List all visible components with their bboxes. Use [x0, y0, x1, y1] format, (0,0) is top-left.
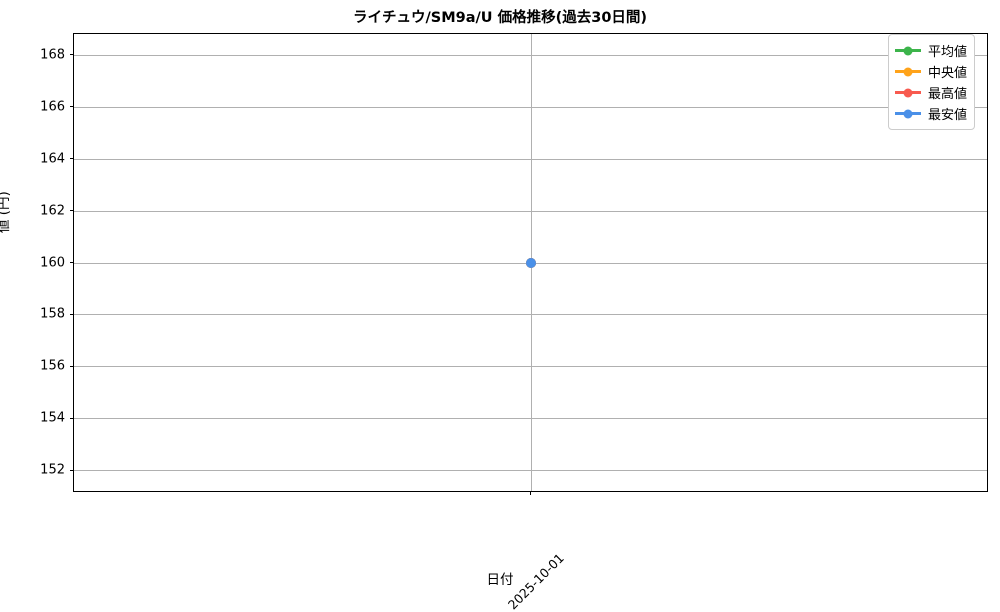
legend-item[interactable]: 平均値 [895, 40, 967, 61]
legend-item[interactable]: 最高値 [895, 82, 967, 103]
legend-item[interactable]: 最安値 [895, 103, 967, 124]
x-axis-label: 日付 [486, 572, 514, 588]
legend-marker-icon [895, 87, 921, 99]
y-tick-label: 152 [40, 462, 65, 478]
y-tick-label: 154 [40, 410, 65, 426]
y-tick-mark [70, 469, 74, 471]
y-tick-label: 166 [40, 99, 65, 115]
x-tick-mark [529, 491, 532, 495]
legend-item-label: 中央値 [928, 66, 968, 81]
y-tick-mark [70, 209, 74, 212]
legend-item-label: 最安値 [928, 108, 968, 123]
legend-marker-icon [895, 66, 921, 78]
y-tick-label: 158 [40, 306, 65, 322]
legend-marker-icon [895, 108, 921, 120]
y-tick-label: 156 [40, 358, 65, 374]
legend-item-label: 最高値 [928, 87, 968, 102]
plot-area: 152 154 156 158 160 162 164 166 168 2025-10-01 [40, 33, 988, 612]
y-tick-label: 160 [40, 255, 65, 270]
y-tick-mark [70, 365, 74, 367]
y-tick-mark [70, 54, 74, 56]
y-axis-label: 値 (円) [0, 191, 12, 233]
data-point-marker [525, 257, 536, 268]
y-tick-mark [70, 417, 74, 419]
chart-title: ライチュウ/SM9a/U 価格推移(過去30日間) [352, 10, 648, 26]
legend-item-label: 平均値 [928, 45, 968, 60]
chart-legend: 平均値中央値最高値最安値 [888, 34, 976, 130]
y-tick-mark [70, 261, 74, 264]
y-tick-label: 168 [40, 47, 65, 63]
legend-item[interactable]: 中央値 [895, 61, 967, 82]
y-tick-label: 164 [40, 151, 65, 167]
y-tick-label: 162 [40, 203, 65, 219]
legend-marker-icon [895, 45, 921, 57]
y-tick-mark [70, 313, 74, 316]
y-tick-mark [70, 157, 74, 160]
y-tick-mark [70, 106, 74, 108]
